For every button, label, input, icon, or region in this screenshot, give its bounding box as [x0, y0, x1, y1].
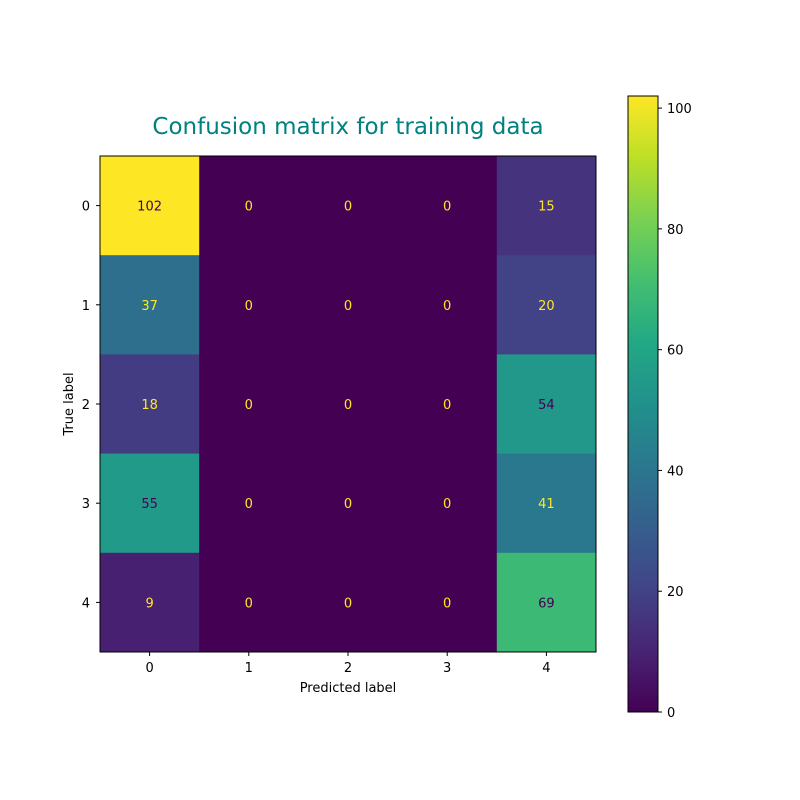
- matrix-cell-r3-c4: [496, 453, 597, 554]
- matrix-cell-r4-c2: [298, 552, 399, 653]
- colorbar-tick-label-1: 20: [667, 585, 684, 600]
- matrix-cell-r1-c1: [199, 255, 299, 355]
- colorbar-tick-label-3: 60: [667, 344, 684, 359]
- y-tick-label-3: 3: [82, 497, 90, 512]
- y-axis-label: True label: [62, 372, 77, 436]
- x-tick-label-4: 4: [542, 661, 550, 676]
- matrix-cell-r0-c4: [496, 156, 597, 256]
- matrix-cells: [100, 156, 597, 653]
- y-tick-label-2: 2: [82, 398, 90, 413]
- matrix-cell-label-r1-c1: 0: [245, 299, 253, 314]
- matrix-cell-labels: 102 0 0 0 15 37 0 0 0 20 18 0 0 0 54 55 0 0 0 41 9 0 0 0 69: [137, 200, 554, 612]
- matrix-cell-label-r1-c2: 0: [344, 299, 352, 314]
- y-tick-label-4: 4: [82, 596, 90, 611]
- matrix-cell-r1-c0: [100, 255, 200, 355]
- x-axis-ticks: 0 1 2 3 4: [145, 652, 551, 676]
- matrix-cell-label-r1-c3: 0: [443, 299, 451, 314]
- matrix-cell-r4-c0: [100, 552, 200, 653]
- matrix-cell-label-r4-c1: 0: [245, 596, 253, 611]
- matrix-cell-label-r3-c2: 0: [344, 497, 352, 512]
- matrix-cell-r2-c1: [199, 354, 299, 455]
- x-axis-label: Predicted label: [300, 681, 397, 696]
- matrix-cell-label-r0-c4: 15: [538, 200, 555, 215]
- matrix-cell-label-r1-c4: 20: [538, 299, 555, 314]
- colorbar-tick-label-2: 40: [667, 464, 684, 479]
- matrix-cell-label-r0-c3: 0: [443, 200, 451, 215]
- matrix-cell-r2-c0: [100, 354, 200, 455]
- matrix-cell-label-r1-c0: 37: [141, 299, 158, 314]
- matrix-cell-r1-c2: [298, 255, 399, 355]
- y-axis-ticks: 0 1 2 3 4: [82, 200, 100, 611]
- matrix-cell-r0-c0: [100, 156, 200, 256]
- matrix-cell-r3-c0: [100, 453, 200, 554]
- matrix-cell-label-r3-c3: 0: [443, 497, 451, 512]
- matrix-cell-r2-c4: [496, 354, 597, 455]
- colorbar-tick-label-0: 0: [667, 706, 675, 721]
- x-tick-label-0: 0: [145, 661, 153, 676]
- matrix-cell-r1-c3: [397, 255, 498, 355]
- x-tick-label-1: 1: [245, 661, 253, 676]
- matrix-cell-label-r4-c4: 69: [538, 596, 555, 611]
- matrix-cell-r3-c2: [298, 453, 399, 554]
- matrix-cell-r4-c4: [496, 552, 597, 653]
- matrix-cell-label-r2-c1: 0: [245, 398, 253, 413]
- matrix-cell-label-r3-c0: 55: [141, 497, 158, 512]
- matrix-cell-label-r0-c0: 102: [137, 200, 162, 215]
- colorbar-ticks: 0 20 40 60 80 100: [658, 102, 692, 721]
- y-tick-label-0: 0: [82, 200, 90, 215]
- matrix-cell-r0-c2: [298, 156, 399, 256]
- matrix-cell-label-r0-c2: 0: [344, 200, 352, 215]
- matrix-cell-label-r4-c2: 0: [344, 596, 352, 611]
- matrix-cell-label-r2-c0: 18: [141, 398, 158, 413]
- matrix-cell-label-r2-c2: 0: [344, 398, 352, 413]
- matrix-cell-label-r2-c4: 54: [538, 398, 555, 413]
- matrix-cell-label-r3-c4: 41: [538, 497, 555, 512]
- colorbar-tick-label-5: 100: [667, 102, 692, 117]
- colorbar: [628, 96, 658, 712]
- matrix-cell-r2-c2: [298, 354, 399, 455]
- y-tick-label-1: 1: [82, 299, 90, 314]
- matrix-cell-r0-c1: [199, 156, 299, 256]
- matrix-cell-r4-c1: [199, 552, 299, 653]
- matrix-cell-label-r3-c1: 0: [245, 497, 253, 512]
- matrix-cell-r3-c1: [199, 453, 299, 554]
- x-tick-label-3: 3: [443, 661, 451, 676]
- chart-title: Confusion matrix for training data: [152, 114, 543, 140]
- colorbar-frame: [627, 95, 659, 713]
- matrix-cell-label-r0-c1: 0: [245, 200, 253, 215]
- matrix-cell-label-r4-c3: 0: [443, 596, 451, 611]
- x-tick-label-2: 2: [344, 661, 352, 676]
- colorbar-tick-label-4: 80: [667, 223, 684, 238]
- matrix-cell-r3-c3: [397, 453, 498, 554]
- matrix-cell-r1-c4: [496, 255, 597, 355]
- matrix-cell-r0-c3: [397, 156, 498, 256]
- matrix-cell-r4-c3: [397, 552, 498, 653]
- matrix-cell-label-r4-c0: 9: [145, 596, 153, 611]
- matrix-cell-r2-c3: [397, 354, 498, 455]
- matrix-cell-label-r2-c3: 0: [443, 398, 451, 413]
